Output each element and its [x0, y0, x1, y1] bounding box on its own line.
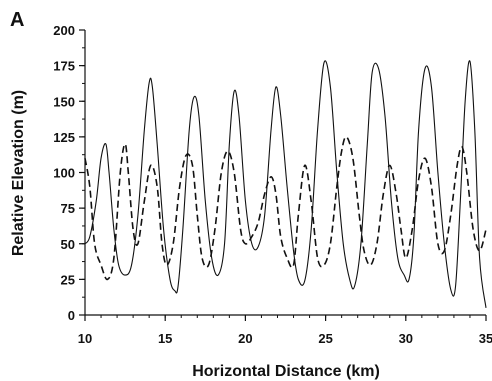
y-tick-label: 200: [53, 23, 75, 38]
x-tick-label: 25: [318, 331, 332, 346]
x-tick-label: 15: [158, 331, 172, 346]
y-tick-label: 25: [61, 272, 75, 287]
solid-series-line: [84, 60, 487, 308]
y-tick-label: 0: [68, 308, 75, 323]
y-tick-label: 150: [53, 94, 75, 109]
y-tick-label: 75: [61, 201, 75, 216]
dashed-series-line: [84, 136, 487, 281]
y-tick-label: 50: [61, 237, 75, 252]
y-tick-label: 175: [53, 59, 75, 74]
y-tick-label: 100: [53, 166, 75, 181]
y-tick-label: 125: [53, 130, 75, 145]
x-axis-title: Horizontal Distance (km): [192, 363, 380, 380]
axis-ticks: 0 25 50 75 100 125 150 175 200 10 15 20 25 30 35: [53, 23, 492, 346]
panel-label: A: [10, 9, 24, 31]
y-axis-title: Relative Elevation (m): [10, 90, 27, 256]
x-tick-label: 10: [78, 331, 92, 346]
data-series: [84, 60, 487, 308]
x-tick-label: 35: [479, 331, 492, 346]
x-tick-label: 30: [399, 331, 413, 346]
x-tick-label: 20: [238, 331, 252, 346]
